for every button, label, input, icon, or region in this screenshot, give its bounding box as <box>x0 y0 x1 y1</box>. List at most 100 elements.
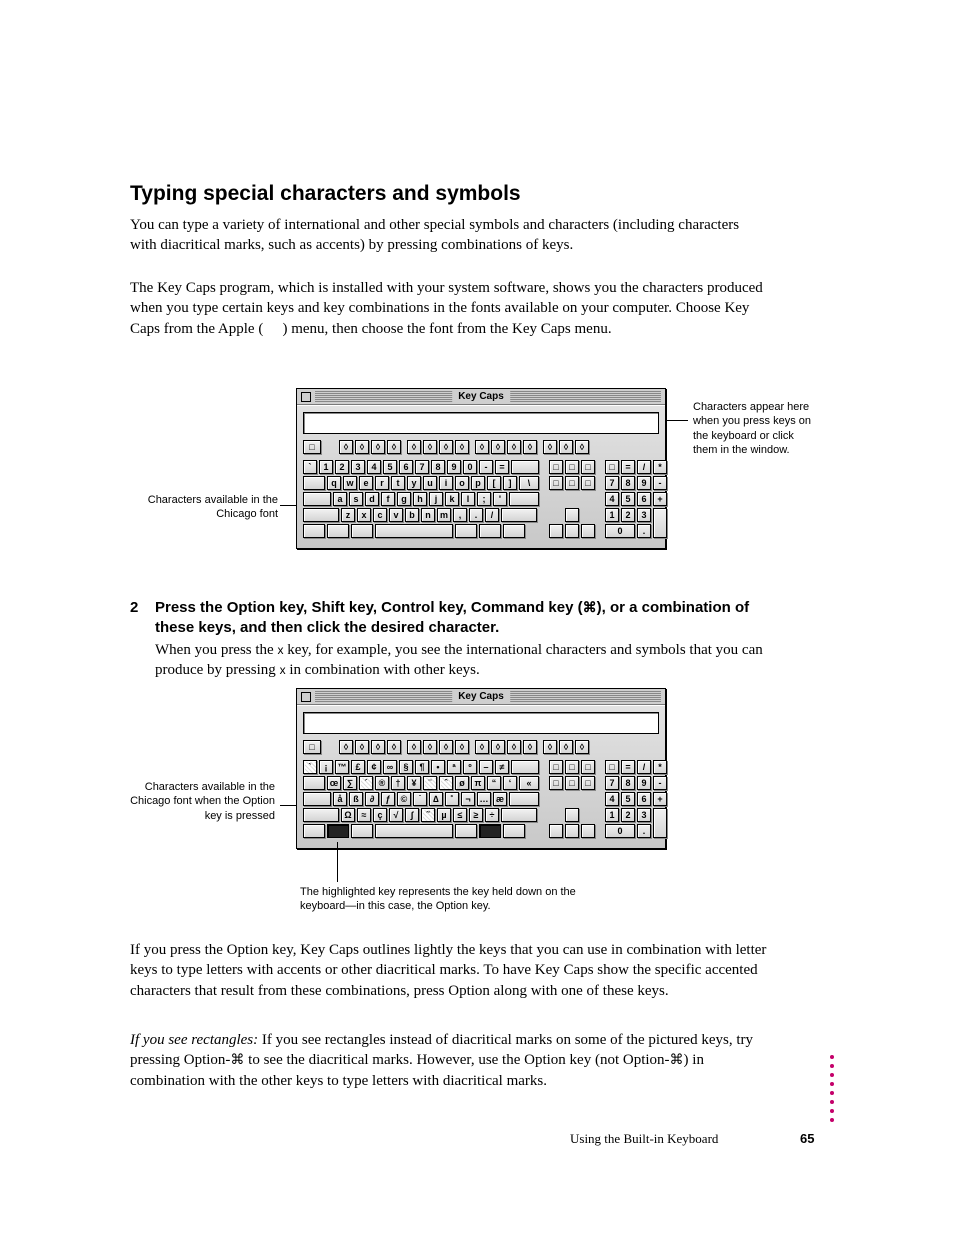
option-key-pressed[interactable] <box>479 824 501 838</box>
numpad-key[interactable]: 3 <box>637 508 651 522</box>
key[interactable]: ¨ <box>423 776 437 790</box>
nav-key[interactable]: □ <box>565 760 579 774</box>
option-key-pressed[interactable] <box>327 824 349 838</box>
numpad-key[interactable]: * <box>653 460 667 474</box>
f-key[interactable]: ◊ <box>455 740 469 754</box>
numpad-key[interactable]: * <box>653 760 667 774</box>
key[interactable]: 4 <box>367 460 381 474</box>
numpad-key[interactable]: □ <box>605 760 619 774</box>
numpad-key[interactable]: 0 <box>605 524 635 538</box>
key[interactable]: w <box>343 476 357 490</box>
numpad-key[interactable]: 4 <box>605 492 619 506</box>
key[interactable]: . <box>469 508 483 522</box>
key[interactable]: m <box>437 508 451 522</box>
nav-key[interactable]: □ <box>581 460 595 474</box>
key[interactable]: 1 <box>319 460 333 474</box>
f-key[interactable]: ◊ <box>355 740 369 754</box>
numpad-key[interactable]: = <box>621 760 635 774</box>
numpad-key[interactable]: + <box>653 792 667 806</box>
esc-key[interactable]: □ <box>303 740 321 754</box>
arrow-up-key[interactable] <box>565 508 579 522</box>
window-titlebar[interactable]: Key Caps <box>297 389 665 405</box>
f-key[interactable]: ◊ <box>439 440 453 454</box>
key[interactable]: 6 <box>399 460 413 474</box>
key[interactable]: ÷ <box>485 808 499 822</box>
key[interactable]: ` <box>303 460 317 474</box>
key[interactable]: • <box>431 760 445 774</box>
shift-key[interactable] <box>303 808 339 822</box>
option-key[interactable] <box>327 524 349 538</box>
arrow-down-key[interactable] <box>565 524 579 538</box>
arrow-up-key[interactable] <box>565 808 579 822</box>
return-key[interactable] <box>509 792 539 806</box>
window-close-button[interactable] <box>301 692 311 702</box>
arrow-down-key[interactable] <box>565 824 579 838</box>
key[interactable]: 5 <box>383 460 397 474</box>
key[interactable]: å <box>333 792 347 806</box>
numpad-key[interactable]: - <box>653 776 667 790</box>
f-key[interactable]: ◊ <box>339 740 353 754</box>
key[interactable]: r <box>375 476 389 490</box>
key[interactable]: ¶ <box>415 760 429 774</box>
key[interactable]: † <box>391 776 405 790</box>
f-key[interactable]: ◊ <box>371 440 385 454</box>
f-key[interactable]: ◊ <box>491 440 505 454</box>
key[interactable]: “ <box>487 776 501 790</box>
nav-key[interactable]: □ <box>581 776 595 790</box>
key[interactable]: n <box>421 508 435 522</box>
key[interactable]: 8 <box>431 460 445 474</box>
key[interactable]: ˚ <box>445 792 459 806</box>
numpad-key[interactable]: 2 <box>621 808 635 822</box>
numpad-key[interactable]: 9 <box>637 776 651 790</box>
key[interactable]: º <box>463 760 477 774</box>
key[interactable]: … <box>477 792 491 806</box>
numpad-key[interactable]: = <box>621 460 635 474</box>
numpad-key[interactable]: 4 <box>605 792 619 806</box>
key[interactable]: \ <box>519 476 539 490</box>
key[interactable]: ≤ <box>453 808 467 822</box>
f-key[interactable]: ◊ <box>491 740 505 754</box>
key[interactable]: f <box>381 492 395 506</box>
capslock-key[interactable] <box>303 492 331 506</box>
key[interactable]: o <box>455 476 469 490</box>
key[interactable]: 7 <box>415 460 429 474</box>
key[interactable]: [ <box>487 476 501 490</box>
nav-key[interactable]: □ <box>565 460 579 474</box>
command-key[interactable] <box>351 524 373 538</box>
key[interactable]: ≈ <box>357 808 371 822</box>
key[interactable]: ª <box>447 760 461 774</box>
esc-key[interactable]: □ <box>303 440 321 454</box>
f-key[interactable]: ◊ <box>371 740 385 754</box>
key[interactable]: 0 <box>463 460 477 474</box>
f-key[interactable]: ◊ <box>543 440 557 454</box>
key[interactable]: ƒ <box>381 792 395 806</box>
f-key[interactable]: ◊ <box>439 740 453 754</box>
command-key[interactable] <box>455 524 477 538</box>
numpad-key[interactable]: 6 <box>637 792 651 806</box>
arrow-left-key[interactable] <box>549 824 563 838</box>
key[interactable]: ¥ <box>407 776 421 790</box>
key[interactable]: s <box>349 492 363 506</box>
key[interactable]: - <box>479 460 493 474</box>
key[interactable]: ® <box>375 776 389 790</box>
key[interactable]: ˆ <box>439 776 453 790</box>
shift-key[interactable] <box>501 508 537 522</box>
numpad-key[interactable]: 1 <box>605 808 619 822</box>
key[interactable]: h <box>413 492 427 506</box>
f-key[interactable]: ◊ <box>507 440 521 454</box>
key[interactable]: 3 <box>351 460 365 474</box>
numpad-enter-key[interactable] <box>653 808 667 838</box>
numpad-key[interactable]: 9 <box>637 476 651 490</box>
ctrl-key[interactable] <box>503 524 525 538</box>
key[interactable]: c <box>373 508 387 522</box>
numpad-key[interactable]: 7 <box>605 776 619 790</box>
key[interactable]: e <box>359 476 373 490</box>
numpad-key[interactable]: / <box>637 460 651 474</box>
key[interactable]: £ <box>351 760 365 774</box>
key[interactable]: ] <box>503 476 517 490</box>
key[interactable]: x <box>357 508 371 522</box>
f-key[interactable]: ◊ <box>423 740 437 754</box>
window-close-button[interactable] <box>301 392 311 402</box>
f-key[interactable]: ◊ <box>575 740 589 754</box>
key[interactable]: © <box>397 792 411 806</box>
